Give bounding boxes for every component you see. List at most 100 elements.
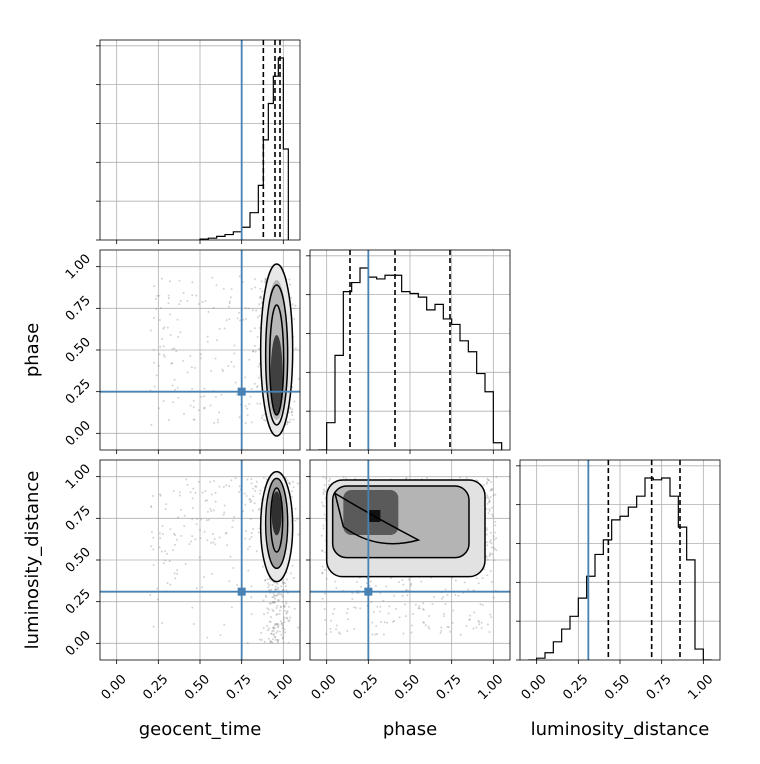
- sample-point: [486, 528, 489, 531]
- sample-point: [167, 297, 170, 300]
- sample-point: [277, 592, 280, 595]
- sample-point: [323, 505, 326, 508]
- sample-point: [211, 276, 214, 279]
- sample-point: [286, 420, 289, 423]
- sample-point: [267, 586, 270, 589]
- sample-point: [245, 530, 248, 533]
- sample-point: [176, 335, 179, 338]
- sample-point: [410, 583, 413, 586]
- sample-point: [345, 477, 348, 480]
- y-tick-label: 1.00: [63, 461, 94, 492]
- sample-point: [495, 476, 498, 479]
- sample-point: [454, 579, 457, 582]
- sample-point: [228, 302, 231, 305]
- sample-point: [269, 615, 272, 618]
- sample-point: [199, 529, 202, 532]
- sample-point: [278, 593, 281, 596]
- sample-point: [151, 494, 154, 497]
- sample-point: [275, 623, 278, 626]
- sample-point: [172, 490, 175, 493]
- sample-point: [493, 559, 496, 562]
- sample-point: [164, 559, 167, 562]
- sample-point: [247, 307, 250, 310]
- sample-point: [175, 350, 178, 353]
- sample-point: [262, 476, 265, 479]
- x-tick-label: 1.00: [265, 672, 296, 703]
- sample-point: [264, 578, 267, 581]
- sample-point: [277, 586, 280, 589]
- sample-point: [244, 537, 247, 540]
- sample-point: [321, 572, 324, 575]
- sample-point: [176, 318, 179, 321]
- sample-point: [490, 546, 493, 549]
- sample-point: [321, 572, 324, 575]
- sample-point: [271, 596, 274, 599]
- sample-point: [494, 520, 497, 523]
- sample-point: [322, 493, 325, 496]
- sample-point: [290, 410, 293, 413]
- sample-point: [480, 621, 483, 624]
- sample-point: [320, 549, 323, 552]
- sample-point: [481, 603, 484, 606]
- sample-point: [491, 513, 494, 516]
- sample-point: [483, 568, 486, 571]
- sample-point: [254, 485, 257, 488]
- sample-point: [494, 493, 497, 496]
- sample-point: [206, 539, 209, 542]
- y-tick-label: 0.50: [63, 545, 94, 576]
- sample-point: [206, 636, 209, 639]
- sample-point: [158, 294, 161, 297]
- sample-point: [267, 637, 270, 640]
- sample-point: [246, 548, 249, 551]
- sample-point: [488, 540, 491, 543]
- sample-point: [321, 597, 324, 600]
- sample-point: [486, 495, 489, 498]
- sample-point: [248, 358, 251, 361]
- sample-point: [463, 581, 466, 584]
- sample-point: [322, 527, 325, 530]
- sample-point: [182, 359, 185, 362]
- sample-point: [170, 362, 173, 365]
- sample-point: [244, 405, 247, 408]
- sample-point: [273, 601, 276, 604]
- x-tick-label: 0.25: [560, 672, 591, 703]
- sample-point: [203, 406, 206, 409]
- sample-point: [281, 627, 284, 630]
- sample-point: [447, 626, 450, 629]
- sample-point: [247, 569, 250, 572]
- sample-point: [325, 577, 328, 580]
- sample-point: [291, 303, 294, 306]
- sample-point: [250, 536, 253, 539]
- sample-point: [275, 631, 278, 634]
- sample-point: [267, 608, 270, 611]
- sample-point: [321, 549, 324, 552]
- sample-point: [393, 594, 396, 597]
- sample-point: [342, 476, 345, 479]
- sample-point: [492, 535, 495, 538]
- sample-point: [194, 366, 197, 369]
- sample-point: [325, 633, 328, 636]
- sample-point: [276, 582, 279, 585]
- contour-line: [269, 487, 284, 553]
- x-tick-label: 0.00: [309, 672, 340, 703]
- sample-point: [404, 603, 407, 606]
- sample-point: [272, 626, 275, 629]
- sample-point: [238, 485, 241, 488]
- sample-point: [371, 633, 374, 636]
- sample-point: [160, 307, 163, 310]
- sample-point: [265, 624, 268, 627]
- sample-point: [262, 599, 265, 602]
- y-tick-label: 1.00: [63, 251, 94, 282]
- sample-point: [195, 587, 198, 590]
- sample-point: [200, 395, 203, 398]
- sample-point: [163, 355, 166, 358]
- sample-point: [270, 632, 273, 635]
- sample-point: [268, 602, 271, 605]
- sample-point: [150, 506, 153, 509]
- sample-point: [214, 543, 217, 546]
- histogram-step-phase: [318, 267, 503, 450]
- sample-point: [274, 636, 277, 639]
- sample-point: [248, 545, 251, 548]
- sample-point: [259, 489, 262, 492]
- sample-point: [204, 489, 207, 492]
